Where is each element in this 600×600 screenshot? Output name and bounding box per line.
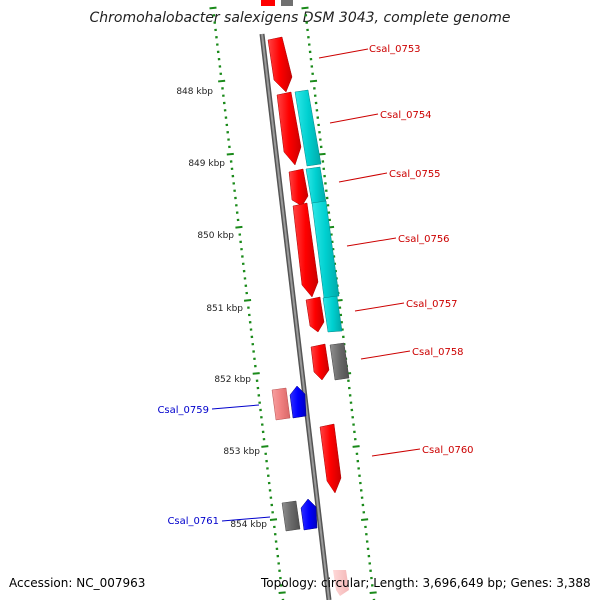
hit-block-0754[interactable] [294,89,322,167]
tick-major [301,6,309,10]
topology-text: Topology: circular; Length: 3,696,649 bp… [261,576,591,590]
gene-gray-block-0761[interactable] [281,500,301,532]
tick-major [243,299,252,302]
tick-major [361,518,369,521]
gene-label-0758[interactable]: Csal_0758 [412,347,464,358]
gene-label-0760[interactable]: Csal_0760 [422,445,474,456]
gene-label-0761[interactable]: Csal_0761 [167,516,219,527]
gene-label-0754[interactable]: Csal_0754 [380,110,432,121]
leader-line-0756 [346,237,397,247]
leader-line-0754 [329,113,379,124]
gene-feature-bottom-partial[interactable] [333,570,349,596]
hit-block-0756[interactable] [311,200,340,299]
hit-block-0757[interactable] [322,295,343,333]
scale-label-849: 849 kbp [188,159,225,169]
gene-gray-block-0758[interactable] [329,342,350,381]
tick-major [269,518,278,521]
gene-csal-0753[interactable] [267,36,293,93]
leader-line-0759 [211,404,260,410]
map-title: Chromohalobacter salexigens DSM 3043, co… [89,10,511,26]
tick-major [261,445,269,448]
leader-line-0761 [221,516,271,522]
hit-block-0755[interactable] [305,166,327,205]
gene-csal-0759-light[interactable] [271,387,291,421]
scale-label-851: 851 kbp [206,304,243,314]
left-tick-track [209,6,286,600]
gene-csal-0754[interactable] [276,91,302,166]
leader-line-0757 [354,302,405,312]
leader-line-0758 [360,350,411,360]
leader-line-0755 [338,172,388,183]
gene-csal-0761[interactable] [300,498,318,531]
gene-label-0755[interactable]: Csal_0755 [389,169,441,180]
tick-major [209,6,217,10]
gene-label-0757[interactable]: Csal_0757 [406,299,458,310]
genome-backbone-highlight [261,33,330,600]
gene-feature-top-partial[interactable] [261,0,275,6]
scale-label-848: 848 kbp [176,87,213,97]
tick-major [318,152,326,156]
gene-csal-0759[interactable] [289,385,307,419]
accession-text: Accession: NC_007963 [9,576,146,590]
leader-line-0753 [318,48,369,59]
gene-label-0753[interactable]: Csal_0753 [369,44,421,55]
gene-feature-top-partial-gray[interactable] [281,0,293,6]
tick-major [309,79,318,83]
scale-label-852: 852 kbp [214,375,251,385]
tick-major [226,152,234,156]
scale-label-853: 853 kbp [223,447,260,457]
gene-csal-0755[interactable] [288,168,309,207]
tick-major [369,591,377,595]
tick-major [218,79,226,83]
gene-label-0756[interactable]: Csal_0756 [398,234,450,245]
scale-label-854: 854 kbp [230,520,267,530]
tick-major [235,225,243,229]
gene-csal-0758[interactable] [310,343,330,381]
tick-major [252,372,260,375]
gene-csal-0760[interactable] [319,423,342,494]
scale-label-850: 850 kbp [197,231,234,241]
gene-label-0759[interactable]: Csal_0759 [157,405,209,416]
tick-major [278,591,286,595]
gene-csal-0757[interactable] [305,296,325,333]
leader-line-0760 [371,448,421,457]
gene-csal-0756[interactable] [292,202,319,298]
tick-major [352,445,360,448]
